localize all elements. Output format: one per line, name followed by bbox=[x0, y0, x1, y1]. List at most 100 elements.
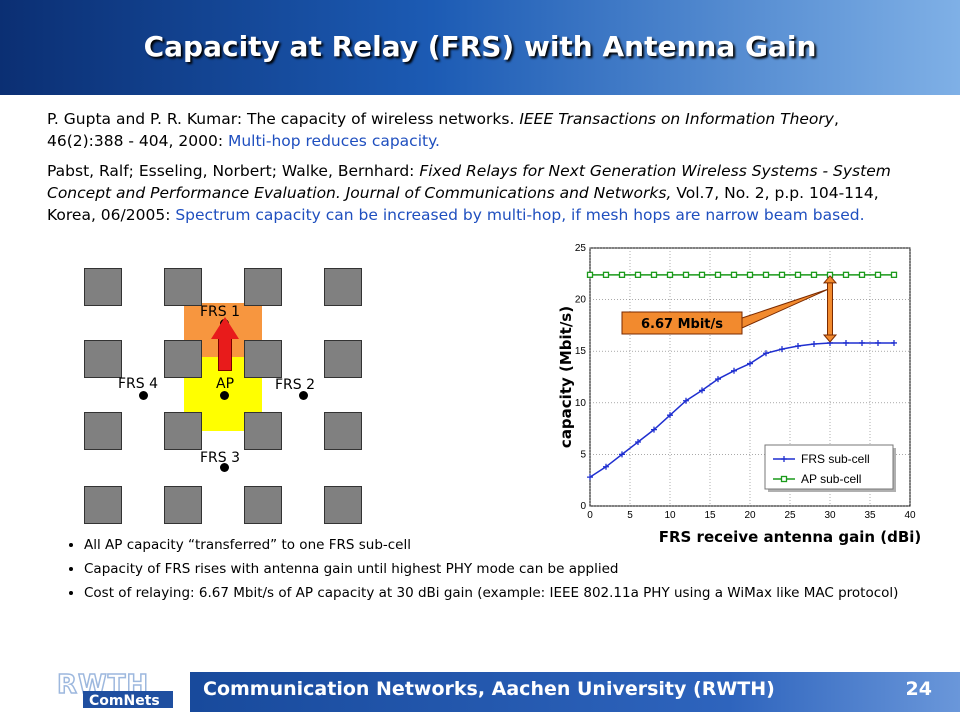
capacity-chart-svg: 0 5 10 15 20 25 30 35 40 0 5 10 15 20 25 FRS receive an… bbox=[557, 243, 922, 546]
x-tick-label: 25 bbox=[784, 510, 796, 521]
reference-gupta: P. Gupta and P. R. Kumar: The capacity o… bbox=[47, 108, 917, 152]
frs-data-point bbox=[715, 376, 721, 383]
building-block bbox=[84, 412, 122, 450]
annotation-label: 6.67 Mbit/s bbox=[641, 317, 723, 332]
frs-data-point bbox=[731, 367, 737, 374]
ref1-details: , 46(2):388 - 404, 2000: bbox=[47, 110, 839, 150]
ap-data-point bbox=[794, 271, 802, 278]
frs-data-point bbox=[875, 339, 881, 346]
x-tick-label: 20 bbox=[744, 510, 756, 521]
ap-data-point bbox=[858, 271, 866, 278]
x-axis-label: FRS receive antenna gain (dBi) bbox=[659, 528, 922, 546]
frs-data-point bbox=[603, 463, 609, 470]
y-axis-label: capacity (Mbit/s) bbox=[557, 306, 575, 448]
legend-label: FRS sub-cell bbox=[801, 452, 870, 466]
building-block bbox=[164, 486, 202, 524]
building-block bbox=[324, 412, 362, 450]
ap-data-point bbox=[618, 271, 626, 278]
x-tick-label: 40 bbox=[904, 510, 916, 521]
difference-arrowhead-bottom bbox=[822, 334, 838, 343]
ref2-conclusion: Spectrum capacity can be increased by mu… bbox=[175, 206, 865, 224]
frs-data-point bbox=[843, 339, 849, 346]
frs-data-point bbox=[667, 412, 673, 419]
frs-data-point bbox=[587, 474, 593, 481]
difference-arrowhead-top bbox=[822, 275, 838, 284]
frs4-node bbox=[139, 391, 148, 400]
building-block bbox=[324, 340, 362, 378]
capacity-chart: 0 5 10 15 20 25 30 35 40 0 5 10 15 20 25 FRS receive an… bbox=[540, 240, 960, 550]
ref2-details: Vol.7, No. 2, p.p. 104-114, Korea, 06/20… bbox=[47, 184, 879, 224]
ap-data-point bbox=[890, 271, 898, 278]
capacity-transfer-arrowhead bbox=[211, 317, 239, 339]
y-tick-label: 0 bbox=[580, 501, 586, 512]
x-tick-label: 10 bbox=[664, 510, 676, 521]
frs-data-point bbox=[859, 339, 865, 346]
reference-pabst: Pabst, Ralf; Esseling, Norbert; Walke, B… bbox=[47, 160, 917, 226]
ap-data-point bbox=[746, 271, 754, 278]
y-tick-label: 15 bbox=[575, 346, 587, 357]
ref2-title: Fixed Relays for Next Generation Wireles… bbox=[47, 162, 891, 202]
frs3-node bbox=[220, 463, 229, 472]
building-block bbox=[244, 412, 282, 450]
frs2-node bbox=[299, 391, 308, 400]
title-bar bbox=[0, 0, 960, 95]
building-block bbox=[84, 268, 122, 306]
ap-data-point bbox=[650, 271, 658, 278]
frs-data-point bbox=[699, 387, 705, 394]
frs-data-point bbox=[651, 426, 657, 433]
building-block bbox=[324, 268, 362, 306]
ap-label: AP bbox=[216, 376, 235, 392]
building-block bbox=[244, 340, 282, 378]
y-tick-label: 20 bbox=[575, 295, 587, 306]
frs1-label: FRS 1 bbox=[200, 304, 241, 320]
ap-data-point bbox=[778, 271, 786, 278]
ap-data-point bbox=[586, 271, 594, 278]
footer-institution: Communication Networks, Aachen Universit… bbox=[203, 678, 775, 700]
bullet-item: Cost of relaying: 6.67 Mbit/s of AP capa… bbox=[84, 584, 960, 602]
building-block bbox=[244, 486, 282, 524]
frs-data-point bbox=[811, 340, 817, 347]
ap-data-point bbox=[842, 271, 850, 278]
slide-title: Capacity at Relay (FRS) with Antenna Gai… bbox=[143, 30, 817, 63]
legend-marker bbox=[780, 475, 788, 483]
page-number: 24 bbox=[905, 678, 932, 700]
building-block bbox=[84, 486, 122, 524]
ap-data-point bbox=[874, 271, 882, 278]
frs4-label: FRS 4 bbox=[118, 376, 159, 392]
x-tick-label: 30 bbox=[824, 510, 836, 521]
building-block bbox=[164, 268, 202, 306]
references: P. Gupta and P. R. Kumar: The capacity o… bbox=[47, 108, 917, 234]
building-block bbox=[84, 340, 122, 378]
frs-data-point bbox=[795, 343, 801, 350]
ap-data-point bbox=[602, 271, 610, 278]
ref1-journal: IEEE Transactions on Information Theory bbox=[519, 110, 834, 128]
ap-data-point bbox=[810, 271, 818, 278]
ap-node bbox=[220, 391, 229, 400]
ap-data-point bbox=[682, 271, 690, 278]
building-block bbox=[164, 412, 202, 450]
frs-data-point bbox=[747, 360, 753, 367]
frs3-label: FRS 3 bbox=[200, 450, 241, 466]
frs2-label: FRS 2 bbox=[275, 377, 316, 393]
x-tick-label: 35 bbox=[864, 510, 876, 521]
y-tick-label: 25 bbox=[575, 243, 587, 254]
x-tick-label: 15 bbox=[704, 510, 716, 521]
legend-label: AP sub-cell bbox=[801, 472, 861, 486]
building-block bbox=[244, 268, 282, 306]
building-block bbox=[164, 340, 202, 378]
y-tick-label: 10 bbox=[575, 398, 587, 409]
frs-data-point bbox=[619, 451, 625, 458]
ref2-authors: Pabst, Ralf; Esseling, Norbert; Walke, B… bbox=[47, 162, 420, 180]
ap-data-point bbox=[762, 271, 770, 278]
annotation-box bbox=[621, 311, 743, 335]
legend-marker bbox=[781, 456, 787, 462]
frs-data-point bbox=[779, 346, 785, 353]
y-tick-label: 5 bbox=[580, 449, 586, 460]
ref1-authors: P. Gupta and P. R. Kumar: The capacity o… bbox=[47, 110, 520, 128]
ap-data-point bbox=[634, 271, 642, 278]
footer-bar bbox=[190, 672, 960, 712]
building-block bbox=[324, 486, 362, 524]
bullet-list: All AP capacity “transferred” to one FRS… bbox=[60, 536, 960, 608]
bullet-item: All AP capacity “transferred” to one FRS… bbox=[84, 536, 960, 554]
x-tick-label: 0 bbox=[587, 510, 593, 521]
